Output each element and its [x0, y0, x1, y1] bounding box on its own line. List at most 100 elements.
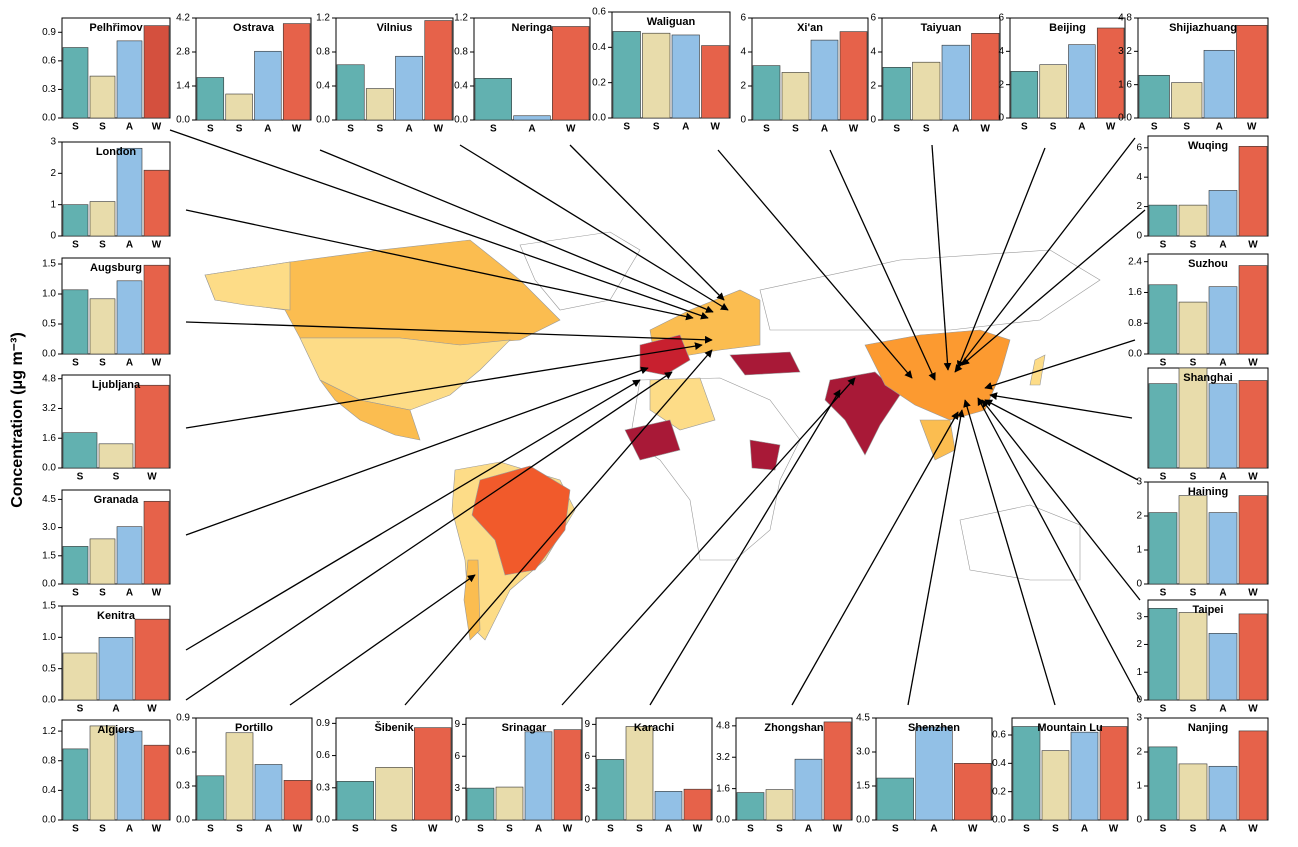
brazil: [471, 465, 571, 576]
inset-title: Ostrava: [233, 22, 275, 34]
y-tick-label: 0.3: [176, 781, 190, 792]
y-tick-label: 0: [1136, 815, 1142, 826]
inset-title: Portillo: [235, 722, 273, 734]
x-tick-label: W: [1248, 358, 1258, 369]
bar: [365, 88, 394, 121]
x-tick-label: W: [293, 824, 303, 835]
inset-chart: 0.0 1.5 3.0 4.5 S S A W Granada: [42, 489, 171, 599]
bar: [143, 25, 170, 119]
bar: [1208, 286, 1238, 355]
inset-chart: 0 1 2 3 S S A W London: [50, 137, 171, 251]
bar: [1178, 301, 1208, 355]
y-tick-label: 0.0: [1128, 349, 1142, 360]
bar: [642, 32, 671, 119]
bar: [736, 792, 765, 821]
bar: [1148, 608, 1178, 701]
inset-title: Suzhou: [1188, 258, 1228, 270]
bar: [1171, 82, 1203, 119]
x-tick-label: S: [1021, 122, 1028, 133]
y-tick-label: 0.8: [42, 755, 56, 766]
y-tick-label: 0.0: [716, 815, 730, 826]
x-tick-label: S: [1190, 704, 1197, 715]
bar: [116, 40, 143, 119]
bar: [1208, 190, 1238, 237]
y-tick-label: 3.2: [1118, 46, 1132, 57]
arrow: [984, 339, 1136, 390]
world-map: [204, 231, 1101, 641]
y-tick-label: 0.6: [592, 7, 606, 18]
x-tick-label: S: [99, 240, 106, 251]
bar: [1068, 44, 1096, 119]
inset-title: Algiers: [97, 724, 134, 736]
inset-chart: 0 3 6 9 S S A W Karachi: [584, 717, 713, 835]
x-tick-label: S: [776, 824, 783, 835]
y-tick-label: 6: [740, 13, 746, 24]
bar: [1178, 495, 1208, 585]
arrow: [185, 321, 713, 344]
x-tick-label: A: [1219, 358, 1226, 369]
x-tick-label: A: [1219, 240, 1226, 251]
arrow: [185, 371, 673, 701]
y-tick-label: 1.2: [316, 13, 330, 24]
y-tick-label: 0: [1136, 579, 1142, 590]
x-tick-label: S: [236, 124, 243, 135]
inset-chart: 0 2 4 6 S S A W Taiyuan: [870, 13, 1001, 135]
y-tick-label: 4.8: [716, 720, 730, 731]
x-tick-label: S: [1190, 588, 1197, 599]
y-tick-label: 1: [50, 199, 56, 210]
bar: [375, 767, 413, 821]
bar: [1236, 24, 1268, 119]
y-tick-label: 0.4: [316, 81, 330, 92]
bar: [254, 50, 282, 121]
y-tick-label: 6: [1136, 142, 1142, 153]
x-tick-label: S: [391, 824, 398, 835]
x-tick-label: A: [1216, 122, 1223, 133]
canada: [204, 239, 561, 346]
y-tick-label: 0.6: [42, 55, 56, 66]
y-tick-label: 0.0: [42, 463, 56, 474]
x-tick-label: W: [152, 358, 162, 369]
y-tick-label: 2.8: [176, 47, 190, 58]
y-tick-label: 1.5: [42, 601, 56, 612]
x-tick-label: W: [147, 472, 157, 483]
y-tick-label: 6: [998, 13, 1004, 24]
bar: [625, 726, 654, 821]
y-tick-label: 0.0: [856, 815, 870, 826]
x-tick-label: S: [99, 588, 106, 599]
inset-chart: 0 2 4 6 S S A W Beijing: [998, 13, 1126, 133]
bar: [1096, 27, 1125, 119]
bar: [612, 31, 641, 119]
bar: [116, 280, 143, 355]
japan: [1029, 354, 1046, 386]
x-tick-label: S: [623, 122, 630, 133]
y-tick-label: 0.0: [592, 113, 606, 124]
y-tick-label: 1.5: [856, 781, 870, 792]
inset-title: Beijing: [1049, 22, 1086, 34]
x-tick-label: W: [1248, 704, 1258, 715]
arrow: [289, 574, 476, 706]
bar: [1148, 284, 1178, 355]
x-tick-label: W: [152, 240, 162, 251]
bar: [62, 748, 89, 821]
x-tick-label: A: [112, 704, 119, 715]
x-tick-label: S: [1190, 240, 1197, 251]
arrow: [185, 366, 649, 536]
bar: [882, 67, 911, 121]
y-tick-label: 0.5: [42, 663, 56, 674]
australia: [959, 504, 1081, 581]
x-tick-label: A: [821, 124, 828, 135]
arrow: [963, 399, 1056, 706]
bar: [794, 758, 823, 821]
inset-title: Vilnius: [377, 22, 413, 34]
bar: [1178, 763, 1208, 821]
bar: [513, 115, 551, 121]
bar: [765, 789, 794, 821]
inset-title: Xi'an: [797, 22, 823, 34]
x-tick-label: S: [763, 124, 770, 135]
inset-chart: 0.0 0.4 0.8 1.2 S S A W Vilnius: [316, 13, 454, 135]
x-tick-label: A: [805, 824, 812, 835]
x-tick-label: W: [292, 124, 302, 135]
y-tick-label: 0: [998, 113, 1004, 124]
bar: [424, 20, 453, 121]
